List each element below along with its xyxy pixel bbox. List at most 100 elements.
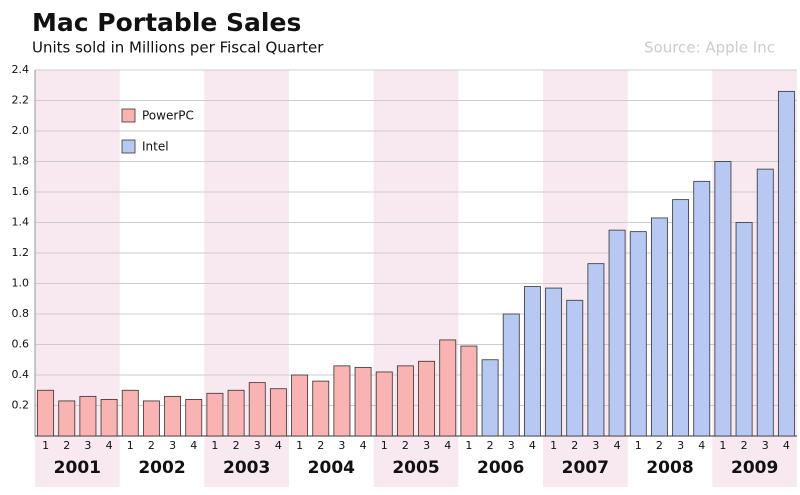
x-tick-label: 3 bbox=[423, 439, 430, 452]
bar bbox=[608, 229, 626, 437]
x-tick-label: 1 bbox=[42, 439, 49, 452]
x-tick-label: 2 bbox=[148, 439, 155, 452]
bar bbox=[460, 345, 478, 437]
y-tick-label: 0.2 bbox=[12, 399, 30, 412]
bar bbox=[756, 168, 774, 437]
x-tick-label: 4 bbox=[529, 439, 536, 452]
y-tick-label: 0.4 bbox=[12, 368, 30, 381]
chart-subtitle: Units sold in Millions per Fiscal Quarte… bbox=[32, 39, 324, 57]
x-tick-label: 2 bbox=[402, 439, 409, 452]
bar bbox=[333, 365, 351, 437]
legend-label: Intel bbox=[142, 140, 169, 154]
bar bbox=[248, 382, 266, 437]
bar bbox=[777, 90, 795, 437]
x-tick-label: 1 bbox=[381, 439, 388, 452]
bar bbox=[396, 365, 414, 437]
y-tick-label: 1.0 bbox=[12, 277, 30, 290]
source: Source: Apple Inc bbox=[644, 39, 775, 57]
bar bbox=[629, 231, 647, 437]
x-tick-label: 1 bbox=[211, 439, 218, 452]
bar bbox=[650, 217, 668, 437]
x-tick-label: 2 bbox=[656, 439, 663, 452]
bar bbox=[693, 180, 711, 437]
y-tick-label: 2.4 bbox=[12, 63, 30, 76]
bar bbox=[375, 371, 393, 437]
x-tick-label: 4 bbox=[783, 439, 790, 452]
x-tick-label: 1 bbox=[550, 439, 557, 452]
x-tick-label: 2 bbox=[571, 439, 578, 452]
x-tick-label: 4 bbox=[275, 439, 282, 452]
bar bbox=[714, 161, 732, 437]
bar bbox=[142, 400, 160, 437]
x-tick-label: 4 bbox=[444, 439, 451, 452]
year-label: 2006 bbox=[477, 458, 524, 478]
year-label: 2008 bbox=[646, 458, 693, 478]
bar bbox=[121, 389, 139, 437]
x-tick-label: 1 bbox=[465, 439, 472, 452]
y-tick-label: 0.8 bbox=[12, 307, 30, 320]
x-tick-label: 4 bbox=[698, 439, 705, 452]
x-tick-label: 4 bbox=[360, 439, 367, 452]
bar bbox=[37, 389, 55, 437]
y-tick-label: 2.2 bbox=[12, 94, 30, 107]
year-label: 2003 bbox=[223, 458, 270, 478]
bar bbox=[227, 389, 245, 437]
bar bbox=[672, 199, 690, 437]
legend-swatch bbox=[121, 108, 136, 123]
year-label: 2009 bbox=[731, 458, 778, 478]
bar bbox=[566, 299, 584, 437]
bar bbox=[206, 392, 224, 437]
bar bbox=[185, 398, 203, 437]
bar bbox=[735, 222, 753, 437]
bar bbox=[100, 398, 118, 437]
x-tick-label: 2 bbox=[317, 439, 324, 452]
legend-swatch bbox=[121, 139, 136, 154]
year-label: 2005 bbox=[392, 458, 439, 478]
year-label: 2002 bbox=[138, 458, 185, 478]
bar bbox=[354, 366, 372, 437]
bar bbox=[291, 374, 309, 437]
y-tick-label: 0.6 bbox=[12, 338, 30, 351]
x-tick-label: 4 bbox=[614, 439, 621, 452]
y-tick-label: 1.2 bbox=[12, 246, 30, 259]
x-tick-label: 3 bbox=[169, 439, 176, 452]
bar bbox=[312, 380, 330, 437]
x-tick-label: 4 bbox=[106, 439, 113, 452]
bar bbox=[523, 286, 541, 437]
bar bbox=[79, 395, 97, 437]
x-tick-label: 2 bbox=[741, 439, 748, 452]
bar bbox=[418, 360, 436, 437]
bar bbox=[545, 287, 563, 437]
year-label: 2001 bbox=[54, 458, 101, 478]
bar bbox=[164, 395, 182, 437]
x-tick-label: 2 bbox=[63, 439, 70, 452]
bar bbox=[58, 400, 76, 437]
x-tick-label: 3 bbox=[338, 439, 345, 452]
x-tick-label: 2 bbox=[487, 439, 494, 452]
x-tick-label: 3 bbox=[84, 439, 91, 452]
year-label: 2007 bbox=[562, 458, 609, 478]
y-tick-label: 2.0 bbox=[12, 124, 30, 137]
bar bbox=[502, 313, 520, 437]
bar bbox=[587, 263, 605, 437]
year-label: 2004 bbox=[308, 458, 355, 478]
y-tick-label: 1.6 bbox=[12, 185, 30, 198]
y-tick-label: 1.8 bbox=[12, 155, 30, 168]
bar bbox=[269, 388, 287, 437]
chart-title: Mac Portable Sales bbox=[32, 8, 301, 37]
x-tick-label: 1 bbox=[635, 439, 642, 452]
x-tick-label: 3 bbox=[592, 439, 599, 452]
bar bbox=[481, 359, 499, 437]
x-tick-label: 3 bbox=[762, 439, 769, 452]
x-tick-label: 1 bbox=[296, 439, 303, 452]
x-tick-label: 3 bbox=[254, 439, 261, 452]
x-tick-label: 3 bbox=[677, 439, 684, 452]
x-tick-label: 3 bbox=[508, 439, 515, 452]
x-tick-label: 4 bbox=[190, 439, 197, 452]
y-tick-label: 1.4 bbox=[12, 216, 30, 229]
x-tick-label: 1 bbox=[719, 439, 726, 452]
bar bbox=[439, 339, 457, 437]
x-tick-label: 2 bbox=[233, 439, 240, 452]
x-tick-label: 1 bbox=[127, 439, 134, 452]
